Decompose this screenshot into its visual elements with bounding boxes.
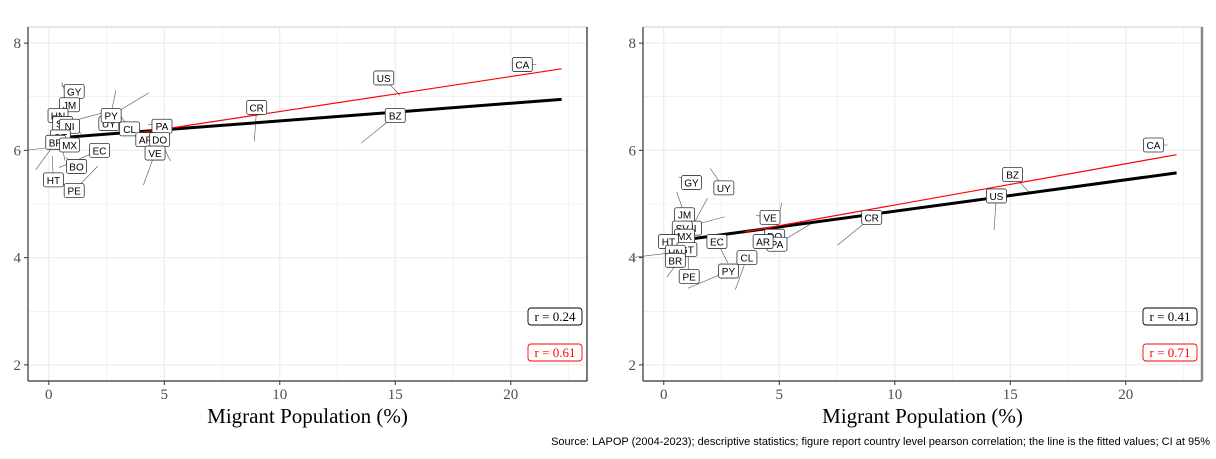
point-label-gy: GY [684, 179, 699, 190]
point-label-ec: EC [93, 146, 107, 157]
y-tick-label: 2 [629, 358, 637, 374]
r-annotation-all: r = 0.41 [1150, 309, 1191, 324]
point-label-cr: CR [864, 213, 878, 224]
point-label-py: PY [104, 112, 118, 123]
y-tick-label: 8 [14, 36, 22, 52]
point-label-box [678, 269, 700, 284]
point-label-bz: BZ [389, 112, 402, 123]
point-label-box [759, 210, 781, 225]
point-label-box [43, 172, 64, 188]
point-label-do: DO [152, 136, 167, 147]
panel-left: 2 4 6 8 0 5 10 15 20 Migrant Population (%) CA US CR… [14, 26, 588, 428]
y-tick-label: 2 [14, 358, 22, 374]
point-label-box [373, 70, 395, 86]
point-label-br: BR [49, 138, 63, 149]
point-label-box [752, 234, 774, 249]
point-label-pe: PE [68, 187, 82, 198]
point-label-us: US [377, 74, 391, 85]
point-label-box [1002, 167, 1023, 182]
r-annotation-box [1142, 307, 1198, 326]
x-tick-label: 20 [1118, 387, 1133, 403]
r-annotation-all: r = 0.24 [535, 309, 576, 324]
x-tick-label: 15 [1003, 387, 1018, 403]
point-label-ec: EC [710, 238, 724, 249]
point-label-bo: BO [69, 162, 84, 173]
panel-right: 2 4 6 8 0 5 10 15 20 Migrant Population (%) CA BZUS… [629, 26, 1204, 428]
point-label-box [66, 159, 87, 174]
point-label-box [63, 183, 85, 198]
x-tick-label: 15 [388, 387, 403, 403]
r-annotation-box [527, 307, 583, 326]
point-label-uy: UY [102, 120, 116, 131]
x-tick-label: 5 [161, 387, 169, 403]
x-tick-label: 10 [887, 387, 902, 403]
x-tick-label: 20 [503, 387, 518, 403]
point-label-box [706, 234, 728, 249]
fit-line-alt [744, 154, 1177, 233]
point-label-box [681, 175, 702, 190]
point-label-cl: CL [123, 125, 136, 136]
y-tick-label: 4 [629, 251, 637, 267]
point-label-box [119, 121, 141, 137]
point-label-box [59, 137, 80, 153]
point-label-us: US [989, 192, 1003, 203]
point-label-ca: CA [515, 61, 529, 72]
point-label-box [713, 180, 735, 196]
x-tick-label: 0 [45, 387, 53, 403]
point-label-pa: PA [771, 240, 784, 251]
point-label-ca: CA [1147, 141, 1161, 152]
point-label-ar: AR [756, 238, 770, 249]
point-label-ni: NI [65, 122, 75, 133]
point-label-ve: VE [148, 149, 162, 160]
r-annotation-box [527, 343, 583, 362]
y-tick-label: 6 [14, 143, 22, 159]
point-label-ar: AR [139, 136, 153, 147]
x-axis-title: Migrant Population (%) [822, 404, 1023, 428]
r-annotation-alt: r = 0.71 [1150, 345, 1191, 360]
source-caption: Source: LAPOP (2004-2023); descriptive s… [551, 436, 1210, 448]
x-tick-label: 5 [776, 387, 784, 403]
point-label-box [246, 100, 268, 115]
point-label-pe: PE [683, 272, 697, 283]
point-label-jm: JM [63, 101, 76, 112]
point-label-box [664, 252, 686, 268]
point-label-box [718, 263, 739, 279]
point-label-box [861, 210, 883, 225]
point-label-box [511, 57, 533, 72]
point-label-box [384, 108, 406, 123]
x-tick-label: 10 [272, 387, 287, 403]
point-label-gt: GT [680, 246, 694, 257]
y-tick-label: 8 [629, 36, 637, 52]
r-annotation-box [1142, 343, 1198, 362]
point-label-br: BR [668, 256, 682, 267]
point-label-bz: BZ [1006, 171, 1019, 182]
point-label-ht: HT [662, 238, 675, 249]
x-tick-label: 0 [660, 387, 668, 403]
y-tick-label: 6 [629, 143, 637, 159]
point-label-box [144, 145, 166, 161]
point-label-box [986, 188, 1007, 204]
x-axis-title: Migrant Population (%) [207, 404, 408, 428]
point-label-cr: CR [249, 103, 263, 114]
r-annotation-alt: r = 0.61 [535, 345, 576, 360]
point-label-box [100, 108, 122, 123]
y-tick-label: 4 [14, 251, 22, 267]
point-label-ve: VE [763, 213, 777, 224]
point-label-mx: MX [62, 141, 77, 152]
point-label-gy: GY [67, 87, 82, 98]
point-label-mx: MX [677, 232, 692, 243]
point-label-uy: UY [717, 184, 731, 195]
point-label-ht: HT [47, 176, 60, 187]
fit-line-alt [129, 68, 562, 135]
point-label-box [1143, 137, 1164, 153]
point-label-py: PY [722, 267, 736, 278]
point-label-box [736, 250, 758, 266]
point-label-pa: PA [156, 122, 169, 133]
point-label-box [89, 142, 111, 158]
point-label-jm: JM [678, 211, 691, 222]
point-label-cl: CL [741, 254, 754, 265]
